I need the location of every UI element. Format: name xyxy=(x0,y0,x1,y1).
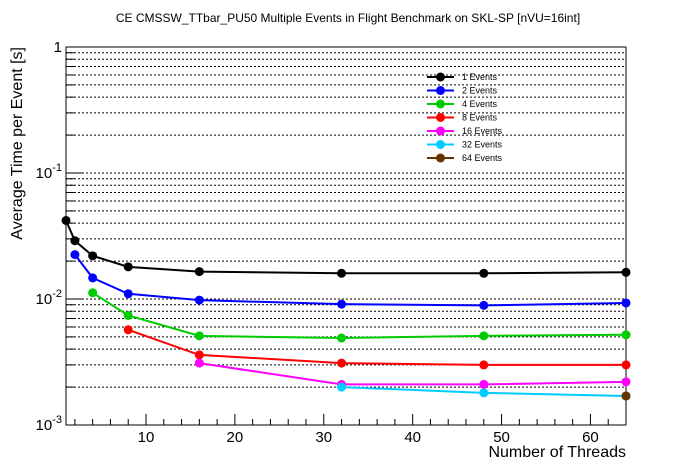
series-line xyxy=(199,362,627,386)
legend-marker xyxy=(436,126,445,136)
data-point xyxy=(194,358,204,368)
y-tick-label: 10-3 xyxy=(36,414,62,434)
x-tick-label: 10 xyxy=(138,429,155,446)
data-point xyxy=(621,267,631,277)
data-point xyxy=(123,325,133,335)
data-point xyxy=(123,262,133,272)
legend-item: 64 Events xyxy=(427,153,503,163)
y-axis-label: Average Time per Event [s] xyxy=(9,47,26,240)
legend-item: 2 Events xyxy=(427,86,498,96)
data-point xyxy=(194,295,204,305)
legend-label: 32 Events xyxy=(462,140,503,150)
x-tick-label: 40 xyxy=(404,429,421,446)
legend-label: 64 Events xyxy=(462,153,503,163)
y-tick-label: 10-1 xyxy=(36,162,62,182)
data-point xyxy=(479,388,489,398)
legend-marker xyxy=(436,153,445,163)
series-line xyxy=(92,291,627,340)
data-point xyxy=(194,350,204,360)
legend-marker xyxy=(436,86,445,95)
legend-label: 8 Events xyxy=(462,113,498,123)
series-2 xyxy=(70,250,631,310)
chart-title: CE CMSSW_TTbar_PU50 Multiple Events in F… xyxy=(116,11,580,25)
data-point xyxy=(70,250,80,260)
y-tick-label: 1 xyxy=(54,39,62,56)
series-7 xyxy=(621,391,631,401)
legend-item: 32 Events xyxy=(427,140,503,150)
data-point xyxy=(479,300,489,310)
legend-marker xyxy=(436,99,445,109)
data-point xyxy=(194,331,204,341)
legend-item: 8 Events xyxy=(427,113,498,123)
data-point xyxy=(88,273,98,283)
data-point xyxy=(621,360,631,370)
x-axis-label: Number of Threads xyxy=(488,444,626,461)
data-point xyxy=(621,391,631,401)
legend-marker xyxy=(436,113,445,122)
data-point xyxy=(88,288,98,298)
y-tick-label: 10-2 xyxy=(36,288,62,308)
legend-item: 1 Events xyxy=(427,72,498,82)
legend-item: 4 Events xyxy=(427,99,498,109)
data-point xyxy=(123,289,133,299)
legend-label: 4 Events xyxy=(462,99,498,109)
data-point xyxy=(621,377,631,387)
series-3 xyxy=(88,288,631,343)
legend-label: 16 Events xyxy=(462,126,503,136)
y-axis-ticks: 10-3 10-2 10-1 1 xyxy=(36,39,82,434)
legend-label: 2 Events xyxy=(462,86,498,96)
data-point xyxy=(337,299,347,309)
data-point xyxy=(479,360,489,370)
series-line xyxy=(65,220,627,275)
data-point xyxy=(194,267,204,277)
data-point xyxy=(337,333,347,343)
legend-marker xyxy=(436,72,445,82)
data-point xyxy=(621,330,631,340)
legend-label: 1 Events xyxy=(462,72,498,82)
x-tick-label: 60 xyxy=(582,429,599,446)
data-point xyxy=(479,331,489,341)
x-tick-label: 20 xyxy=(227,429,244,446)
data-point xyxy=(337,358,347,368)
x-axis-ticks: 10 20 30 40 50 60 xyxy=(74,414,627,446)
data-point xyxy=(479,268,489,278)
x-tick-label: 50 xyxy=(493,429,510,446)
series-layer xyxy=(61,215,631,401)
data-point xyxy=(479,379,489,389)
series-line xyxy=(74,254,627,307)
data-point xyxy=(621,298,631,308)
data-point xyxy=(337,268,347,278)
legend: 1 Events 2 Events 4 Events 8 Events 16 Event… xyxy=(427,72,503,163)
legend-marker xyxy=(436,140,445,149)
x-tick-label: 30 xyxy=(315,429,332,446)
data-point xyxy=(337,382,347,392)
series-4 xyxy=(123,325,631,370)
series-1 xyxy=(61,215,631,278)
data-point xyxy=(61,215,71,225)
plot-frame xyxy=(65,46,627,426)
data-point xyxy=(123,310,133,320)
legend-item: 16 Events xyxy=(427,126,503,136)
data-point xyxy=(88,251,98,261)
data-point xyxy=(70,236,80,246)
